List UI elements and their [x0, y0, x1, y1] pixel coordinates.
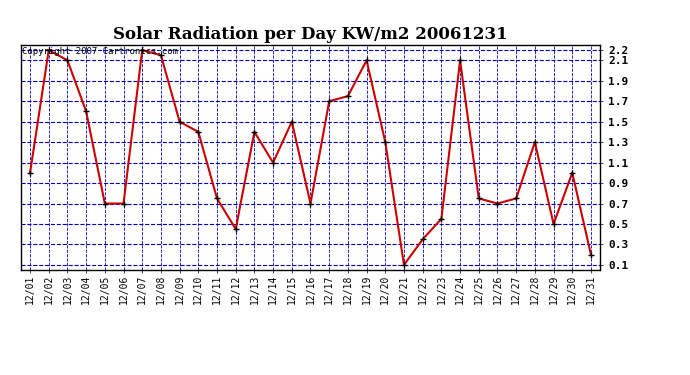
Text: Copyright 2007 Cartronics.com: Copyright 2007 Cartronics.com [22, 47, 178, 56]
Title: Solar Radiation per Day KW/m2 20061231: Solar Radiation per Day KW/m2 20061231 [113, 27, 508, 44]
